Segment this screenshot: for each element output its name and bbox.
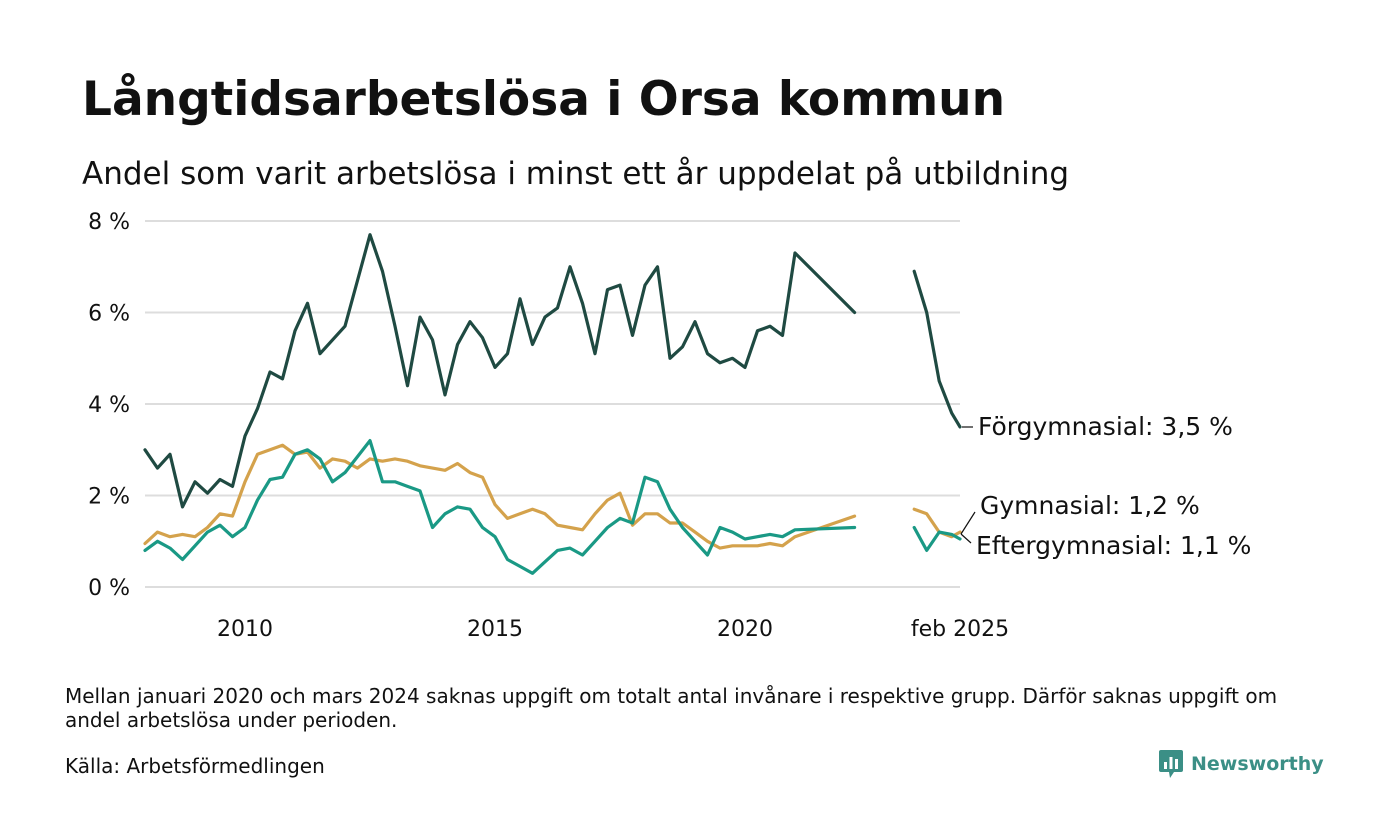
y-tick-label: 2 % [88, 485, 130, 510]
x-tick-label: feb 2025 [911, 617, 1009, 642]
chart-title: Långtidsarbetslösa i Orsa kommun [82, 72, 1006, 127]
grid-layer [145, 220, 960, 588]
series-line-forgymnasial [912, 269, 962, 429]
series-line-forgymnasial [143, 233, 857, 509]
chart-subtitle: Andel som varit arbetslösa i minst ett å… [82, 156, 1070, 192]
y-axis-ticks: 0 % 2 % 4 % 6 % 8 % [88, 210, 130, 601]
x-tick-label: 2015 [467, 617, 523, 642]
y-tick-label: 4 % [88, 393, 130, 418]
label-leader-line [960, 511, 976, 535]
series-labels: Förgymnasial: 3,5 % Gymnasial: 1,2 % Efter… [960, 412, 1251, 560]
source-credit: Källa: Arbetsförmedlingen [65, 754, 325, 778]
y-tick-label: 8 % [88, 210, 130, 235]
series-lines [143, 233, 962, 575]
series-line-gymnasial [143, 443, 857, 550]
y-tick-label: 0 % [88, 576, 130, 601]
brand-logo: Newsworthy [1158, 748, 1324, 780]
brand-name: Newsworthy [1191, 753, 1324, 775]
series-label-forgymnasial: Förgymnasial: 3,5 % [978, 412, 1233, 441]
x-tick-label: 2010 [217, 617, 273, 642]
line-chart: 0 % 2 % 4 % 6 % 8 % 2010 2015 2020 feb 2025 För… [88, 210, 1251, 642]
y-tick-label: 6 % [88, 302, 130, 327]
series-line-eftergymnasial [143, 439, 857, 575]
series-label-eftergymnasial: Eftergymnasial: 1,1 % [976, 531, 1251, 560]
newsworthy-logo-icon [1159, 750, 1183, 778]
series-line-eftergymnasial [912, 525, 962, 552]
x-axis-ticks: 2010 2015 2020 feb 2025 [217, 617, 1009, 642]
footnote: Mellan januari 2020 och mars 2024 saknas… [65, 684, 1278, 732]
x-tick-label: 2020 [717, 617, 773, 642]
label-leader-line [960, 533, 972, 544]
series-label-gymnasial: Gymnasial: 1,2 % [980, 491, 1200, 520]
